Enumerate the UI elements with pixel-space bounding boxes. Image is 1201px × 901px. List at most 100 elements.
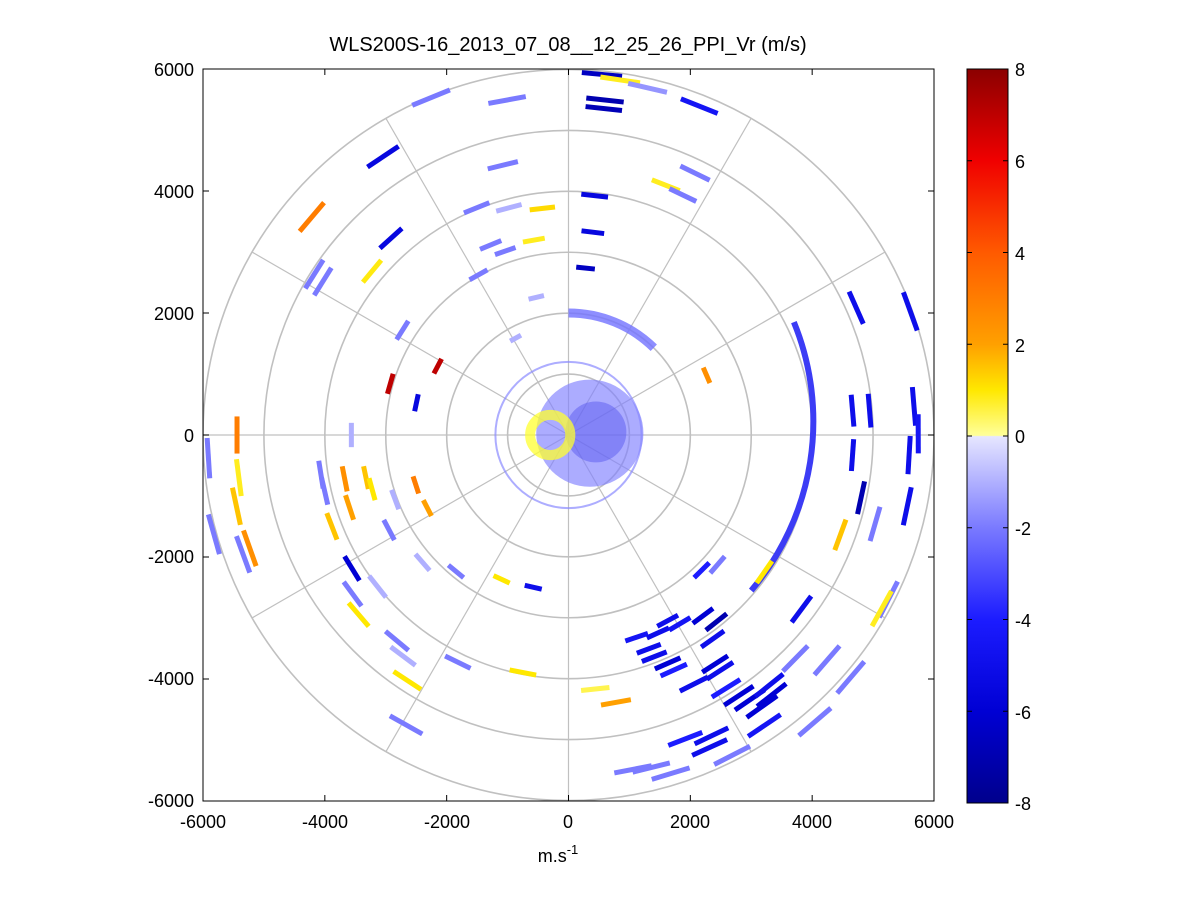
x-axis-tick-labels: -6000 -4000 -2000 0 2000 4000 6000 <box>180 812 954 832</box>
velocity-segment <box>378 226 404 251</box>
velocity-segment <box>492 573 511 586</box>
velocity-segment <box>446 563 466 580</box>
velocity-segment <box>797 706 833 738</box>
velocity-segment <box>651 765 691 782</box>
velocity-segment <box>835 659 867 695</box>
colorbar-tick-labels: 8 6 4 2 0 -2 -4 -6 -8 <box>1015 60 1031 814</box>
velocity-segment <box>600 74 641 86</box>
inner-arc <box>568 308 657 352</box>
velocity-segment <box>848 439 857 472</box>
velocity-segment <box>410 475 422 495</box>
velocity-segment <box>585 104 623 114</box>
velocity-segment <box>635 641 662 656</box>
velocity-segment <box>693 725 730 747</box>
velocity-segment <box>346 601 371 629</box>
velocity-segment <box>679 163 711 183</box>
velocity-segment <box>297 200 326 233</box>
colorbar: 8 6 4 2 0 -2 -4 -6 -8 <box>966 60 1031 814</box>
grid-spoke <box>251 434 569 619</box>
velocity-segment <box>528 293 545 302</box>
velocity-segment <box>312 266 334 297</box>
velocity-segment <box>580 684 610 693</box>
x-tick-label: -2000 <box>424 812 470 832</box>
colorbar-tick-label: -8 <box>1015 794 1031 814</box>
velocity-segment <box>710 677 742 700</box>
velocity-segment <box>640 649 668 664</box>
velocity-segment <box>394 319 411 341</box>
velocity-segment <box>656 613 680 629</box>
velocity-segment <box>388 713 424 737</box>
inner-disk-data <box>494 308 817 593</box>
x-tick-label: 4000 <box>792 812 832 832</box>
y-tick-label: 6000 <box>154 60 194 80</box>
velocity-segment <box>479 238 503 252</box>
velocity-segment <box>600 697 632 708</box>
velocity-segment <box>233 458 244 497</box>
inner-disk-ring <box>494 360 643 510</box>
colorbar-tick-label: 6 <box>1015 152 1025 172</box>
velocity-segment <box>234 535 253 574</box>
velocity-segment <box>241 529 259 567</box>
y-tick-label: -4000 <box>148 669 194 689</box>
velocity-segment <box>745 693 779 720</box>
colorbar-tick-label: 4 <box>1015 244 1025 264</box>
velocity-segment <box>627 80 668 95</box>
velocity-segment <box>869 589 894 628</box>
x-axis-label-unit: m.s <box>538 846 567 866</box>
velocity-segment <box>581 191 609 200</box>
colorbar-tick-label: 2 <box>1015 336 1025 356</box>
velocity-segment <box>713 743 752 767</box>
y-tick-label: 2000 <box>154 304 194 324</box>
velocity-segment <box>667 730 704 748</box>
velocity-segment <box>700 653 730 675</box>
velocity-segment <box>586 95 624 105</box>
velocity-segment <box>412 393 421 412</box>
inner-disk-strong <box>565 401 627 463</box>
velocity-segment <box>705 660 735 682</box>
velocity-segment <box>692 560 712 580</box>
velocity-segment <box>324 512 340 541</box>
velocity-segment <box>848 394 857 427</box>
velocity-segment <box>205 513 222 555</box>
velocity-segment <box>360 258 384 284</box>
velocity-segment <box>367 574 388 599</box>
velocity-segment <box>754 559 775 585</box>
grid-spoke <box>385 434 570 753</box>
velocity-segment <box>361 465 371 490</box>
velocity-segment <box>755 681 788 709</box>
colorbar-ticks <box>967 68 1008 804</box>
velocity-segment <box>495 202 523 214</box>
y-tick-label: 4000 <box>154 182 194 202</box>
velocity-segment <box>900 486 914 526</box>
velocity-segment <box>699 628 726 650</box>
velocity-segment <box>746 712 782 739</box>
x-tick-label: -4000 <box>302 812 348 832</box>
velocity-segment <box>468 267 489 283</box>
velocity-segment <box>431 357 444 375</box>
velocity-segment <box>229 487 243 526</box>
velocity-segment <box>319 476 331 506</box>
velocity-segment <box>389 488 402 511</box>
colorbar-tick-label: -6 <box>1015 703 1031 723</box>
velocity-segment <box>901 291 920 332</box>
colorbar-tick-label: -2 <box>1015 519 1031 539</box>
outer-blue-arc <box>748 321 817 593</box>
velocity-segment <box>581 228 605 237</box>
velocity-segment <box>575 264 596 272</box>
velocity-segment <box>385 373 396 395</box>
colorbar-tick-label: -4 <box>1015 611 1031 631</box>
velocity-segment <box>383 629 411 653</box>
velocity-segment <box>522 235 546 245</box>
velocity-segment <box>678 674 709 694</box>
velocity-segment <box>624 631 649 644</box>
velocity-segment <box>653 655 682 672</box>
velocity-segment <box>700 366 713 385</box>
x-tick-label: 0 <box>563 812 573 832</box>
velocity-segment <box>444 653 472 671</box>
chart-title: WLS200S-16_2013_07_08__12_25_26_PPI_Vr (… <box>329 34 806 56</box>
y-tick-label: -6000 <box>148 791 194 811</box>
x-tick-label: 2000 <box>670 812 710 832</box>
velocity-segment <box>812 644 842 677</box>
velocity-segment <box>832 518 849 551</box>
colorbar-gradient <box>966 68 1009 804</box>
